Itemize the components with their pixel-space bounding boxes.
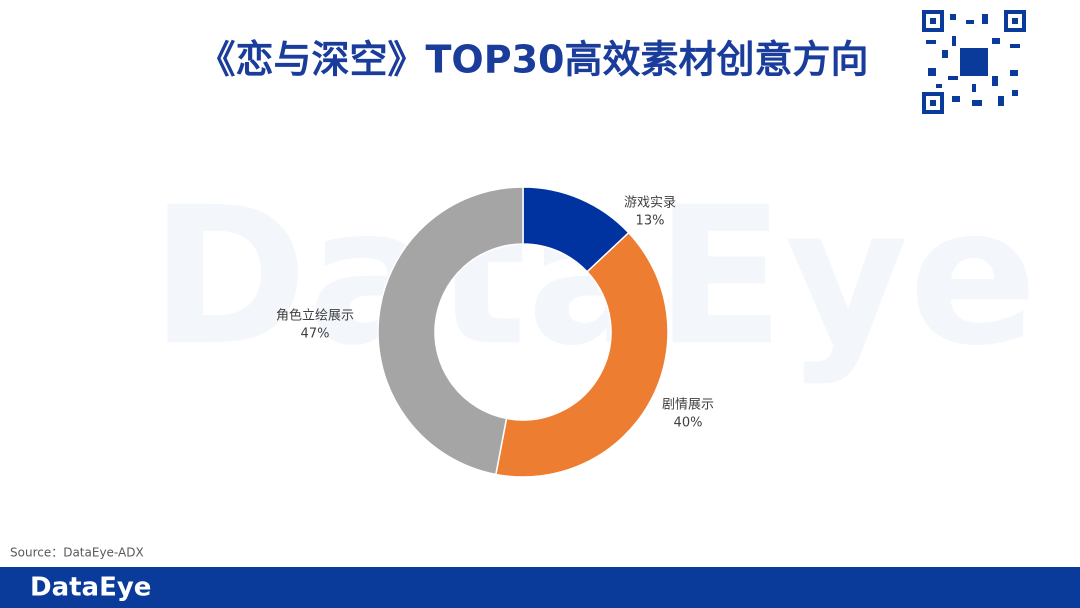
value-label: 13%	[636, 214, 665, 229]
chart-title: 《恋与深空》TOP30高效素材创意方向	[198, 38, 869, 82]
value-label: 40%	[674, 416, 703, 431]
source-note: Source：DataEye-ADX	[10, 546, 144, 560]
footer-bar	[0, 567, 1080, 608]
value-label: 47%	[301, 327, 330, 342]
footer-logo: DataEye	[30, 573, 151, 603]
qr-code	[922, 10, 1026, 114]
donut: 游戏实录 13% 剧情展示 40% 角色立绘展示 47%	[276, 186, 714, 478]
slice-label: 剧情展示	[662, 398, 714, 413]
donut-slice	[377, 186, 524, 476]
donut-slice	[494, 231, 669, 478]
slice-label: 角色立绘展示	[276, 308, 354, 324]
slice-label: 游戏实录	[624, 196, 676, 211]
